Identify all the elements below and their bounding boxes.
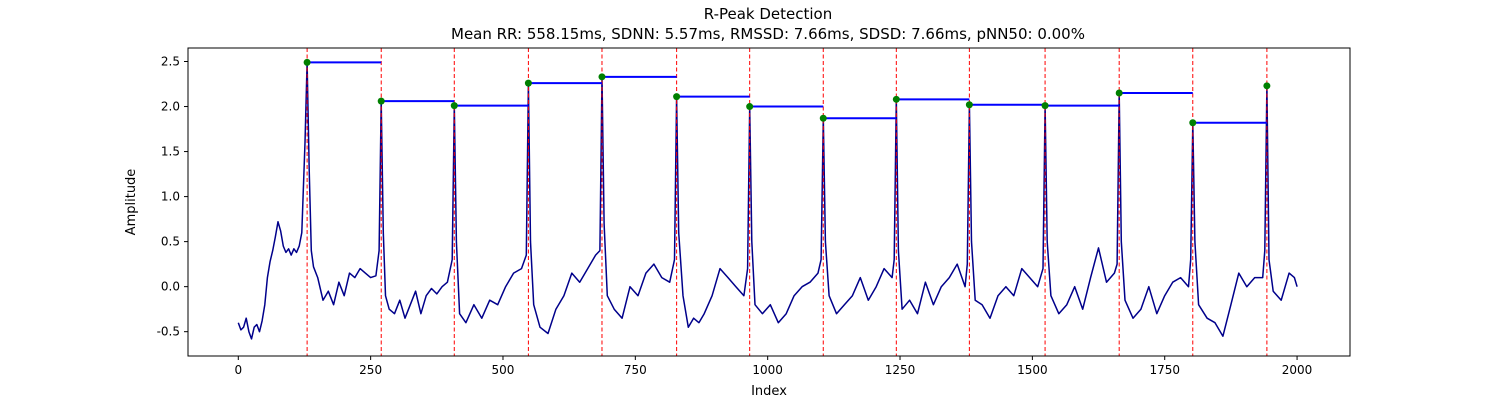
y-tick-label: 0.5 [161, 235, 180, 249]
x-tick-label: 750 [624, 363, 647, 377]
r-peak-marker [1263, 82, 1271, 90]
r-peak-marker [1041, 102, 1049, 110]
r-peak-marker [303, 58, 311, 66]
x-tick-label: 250 [359, 363, 382, 377]
r-peak-marker [377, 97, 385, 105]
ecg-signal-line [237, 61, 1298, 340]
x-tick-label: 1500 [1017, 363, 1048, 377]
y-axis-label: Amplitude [124, 169, 139, 236]
r-peak-marker [524, 79, 532, 87]
r-peak-marker [1189, 119, 1197, 127]
y-tick-label: 1.0 [161, 190, 180, 204]
r-peak-marker [746, 103, 754, 111]
r-peak-marker [892, 95, 900, 103]
x-tick-label: 1750 [1149, 363, 1180, 377]
r-peak-marker [598, 73, 606, 81]
y-tick-label: 0.0 [161, 280, 180, 294]
r-peak-marker [450, 102, 458, 110]
r-peak-marker [819, 114, 827, 122]
x-tick-label: 2000 [1282, 363, 1313, 377]
chart-subtitle: Mean RR: 558.15ms, SDNN: 5.57ms, RMSSD: … [451, 25, 1085, 43]
plot-frame [187, 47, 1351, 357]
x-tick-label: 1000 [752, 363, 783, 377]
x-axis-label: Index [751, 384, 787, 399]
y-tick-label: -0.5 [157, 325, 180, 339]
chart-title: R-Peak Detection [704, 5, 832, 23]
y-tick-label: 2.0 [161, 100, 180, 114]
r-peak-marker [965, 101, 973, 109]
x-tick-label: 0 [234, 363, 242, 377]
y-tick-label: 1.5 [161, 145, 180, 159]
r-peak-marker [1115, 89, 1123, 97]
x-tick-label: 1250 [885, 363, 916, 377]
y-tick-label: 2.5 [161, 55, 180, 69]
x-tick-label: 500 [492, 363, 515, 377]
r-peak-marker [673, 93, 681, 101]
